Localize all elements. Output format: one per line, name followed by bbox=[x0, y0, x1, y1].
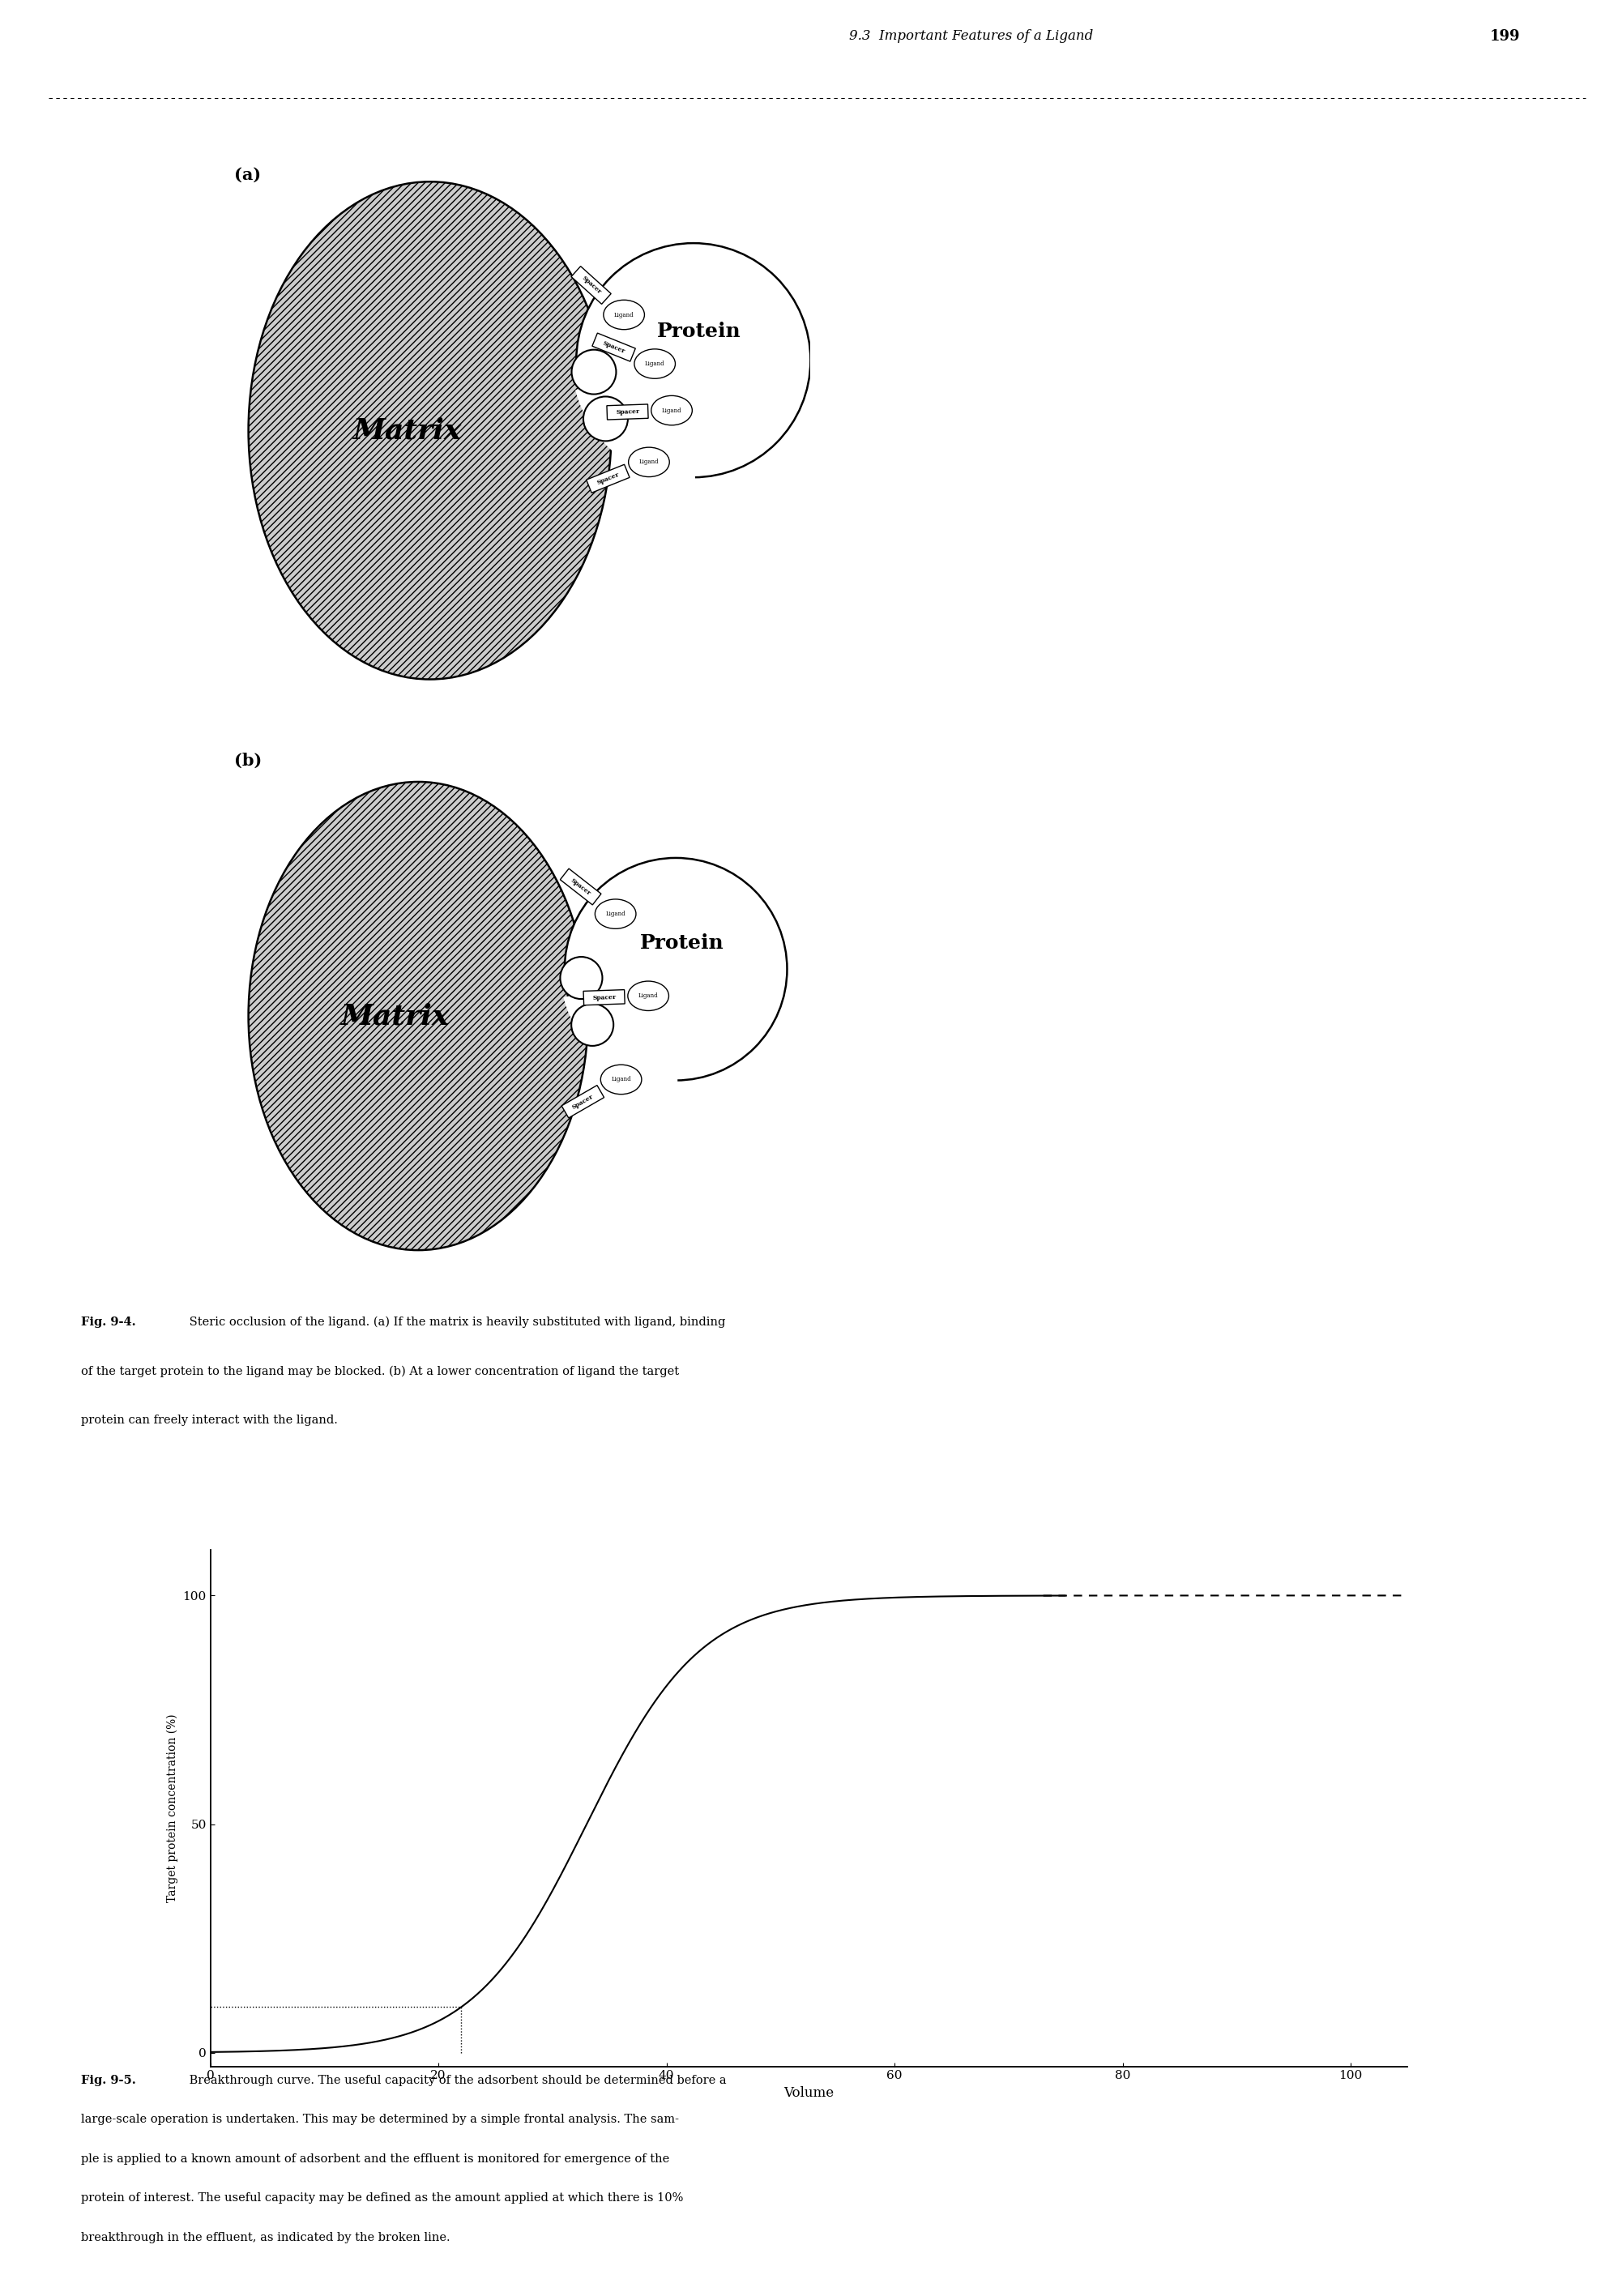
Bar bbox=[561, 1086, 604, 1118]
Ellipse shape bbox=[249, 781, 587, 1249]
Text: Ligand: Ligand bbox=[662, 406, 681, 413]
Ellipse shape bbox=[628, 448, 670, 478]
Text: Spacer: Spacer bbox=[602, 340, 626, 354]
Text: Protein: Protein bbox=[657, 321, 741, 340]
Text: of the target protein to the ligand may be blocked. (b) At a lower concentration: of the target protein to the ligand may … bbox=[81, 1366, 680, 1378]
Text: Ligand: Ligand bbox=[639, 459, 659, 466]
Wedge shape bbox=[578, 360, 694, 480]
Bar bbox=[560, 868, 602, 905]
Bar bbox=[571, 266, 612, 303]
Ellipse shape bbox=[650, 395, 693, 425]
Y-axis label: Target protein concentration (%): Target protein concentration (%) bbox=[167, 1713, 178, 1903]
Text: (b): (b) bbox=[233, 753, 262, 769]
Text: ple is applied to a known amount of adsorbent and the effluent is monitored for : ple is applied to a known amount of adso… bbox=[81, 2154, 670, 2165]
Text: Fig. 9-4.: Fig. 9-4. bbox=[81, 1316, 136, 1327]
Text: protein of interest. The useful capacity may be defined as the amount applied at: protein of interest. The useful capacity… bbox=[81, 2193, 683, 2204]
Ellipse shape bbox=[595, 900, 636, 928]
Circle shape bbox=[571, 1003, 613, 1047]
Text: Fig. 9-5.: Fig. 9-5. bbox=[81, 2076, 136, 2087]
Text: Ligand: Ligand bbox=[605, 912, 626, 916]
Circle shape bbox=[576, 243, 811, 478]
Bar bbox=[584, 990, 625, 1006]
Ellipse shape bbox=[600, 1065, 642, 1095]
Circle shape bbox=[584, 397, 628, 441]
Bar bbox=[607, 404, 649, 420]
Text: protein can freely interact with the ligand.: protein can freely interact with the lig… bbox=[81, 1414, 338, 1426]
Text: Ligand: Ligand bbox=[646, 360, 665, 367]
Ellipse shape bbox=[604, 301, 644, 331]
Text: 199: 199 bbox=[1490, 30, 1519, 44]
Text: breakthrough in the effluent, as indicated by the broken line.: breakthrough in the effluent, as indicat… bbox=[81, 2232, 450, 2243]
X-axis label: Volume: Volume bbox=[783, 2087, 835, 2101]
Circle shape bbox=[571, 349, 616, 395]
Bar bbox=[592, 333, 636, 360]
Text: Ligand: Ligand bbox=[613, 312, 634, 317]
Text: Protein: Protein bbox=[639, 932, 723, 953]
Text: 9.3  Important Features of a Ligand: 9.3 Important Features of a Ligand bbox=[849, 30, 1092, 44]
Text: Spacer: Spacer bbox=[592, 994, 616, 1001]
Text: Steric occlusion of the ligand. (a) If the matrix is heavily substituted with li: Steric occlusion of the ligand. (a) If t… bbox=[186, 1316, 725, 1327]
Text: Ligand: Ligand bbox=[639, 992, 659, 999]
Text: Spacer: Spacer bbox=[581, 276, 602, 296]
Text: Ligand: Ligand bbox=[612, 1077, 631, 1084]
Text: (a): (a) bbox=[233, 168, 260, 184]
Ellipse shape bbox=[628, 980, 668, 1010]
Text: Spacer: Spacer bbox=[595, 471, 620, 487]
Ellipse shape bbox=[249, 181, 612, 680]
Text: Spacer: Spacer bbox=[570, 877, 592, 895]
Text: Spacer: Spacer bbox=[571, 1093, 595, 1111]
Bar bbox=[586, 464, 629, 494]
Text: Matrix: Matrix bbox=[340, 1003, 450, 1029]
Circle shape bbox=[560, 957, 602, 999]
Wedge shape bbox=[566, 969, 676, 1084]
Text: large-scale operation is undertaken. This may be determined by a simple frontal : large-scale operation is undertaken. Thi… bbox=[81, 2115, 680, 2126]
Text: Matrix: Matrix bbox=[353, 418, 461, 443]
Text: Breakthrough curve. The useful capacity of the adsorbent should be determined be: Breakthrough curve. The useful capacity … bbox=[186, 2076, 726, 2087]
Text: Spacer: Spacer bbox=[615, 409, 639, 416]
Ellipse shape bbox=[634, 349, 675, 379]
Circle shape bbox=[565, 859, 786, 1081]
